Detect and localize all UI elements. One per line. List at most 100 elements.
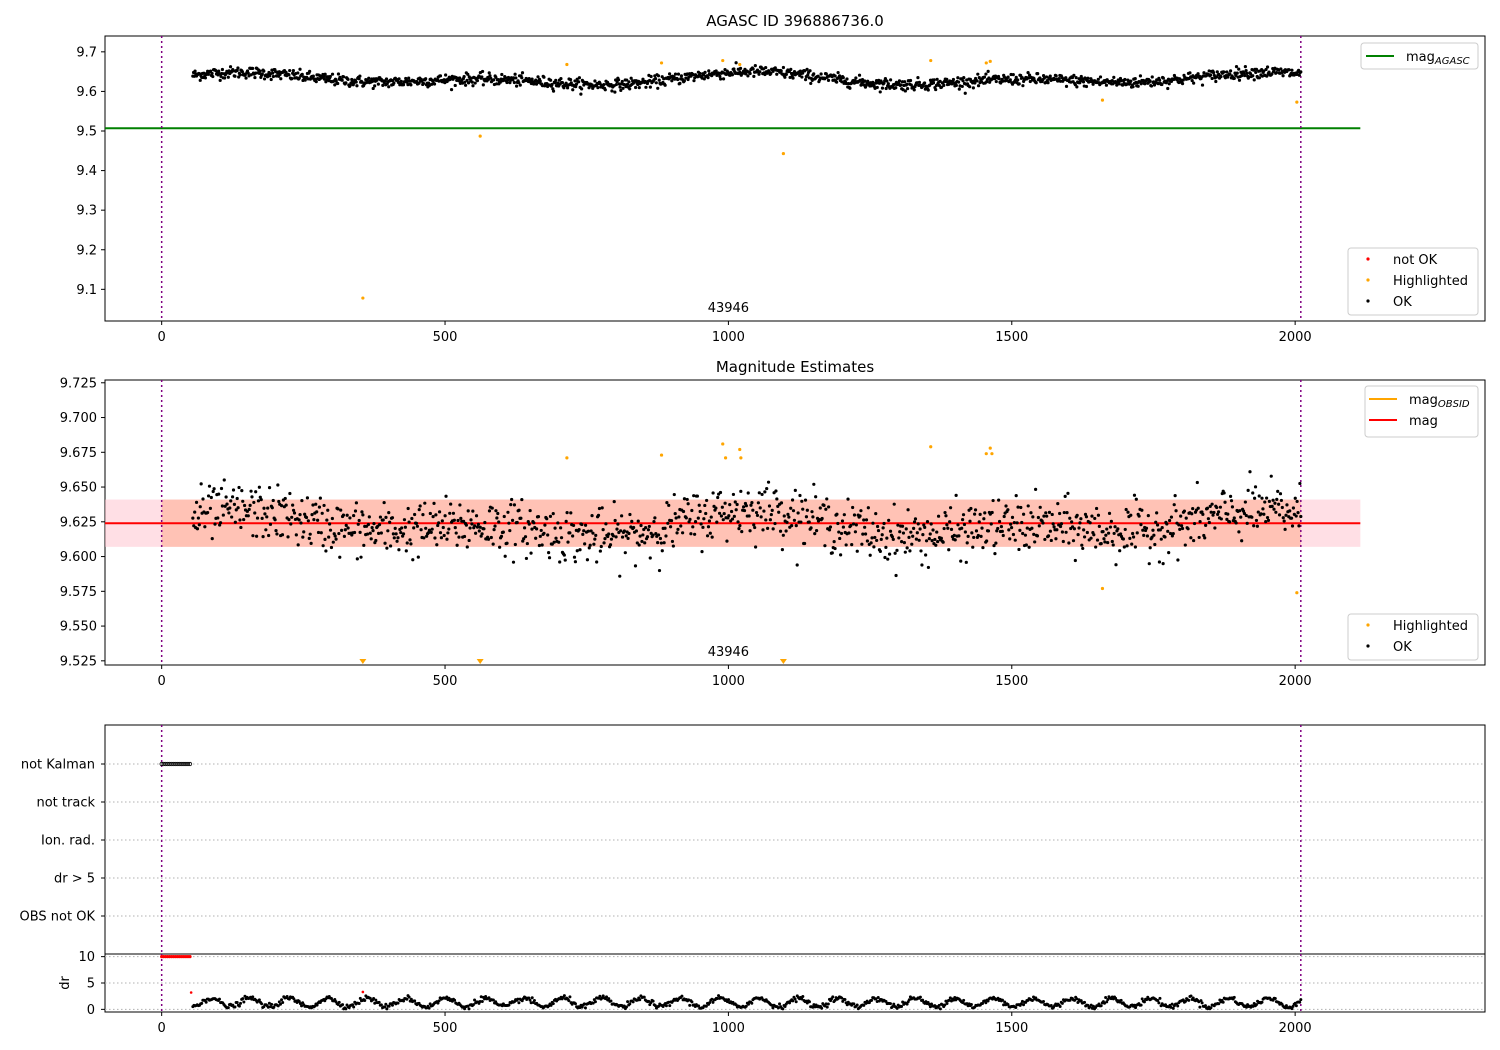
ok-point — [1096, 513, 1101, 517]
ok-point — [217, 69, 221, 73]
ok-point — [338, 555, 342, 559]
ok-point — [1290, 524, 1295, 528]
ok-point — [763, 490, 767, 494]
ok-point — [1196, 506, 1200, 510]
ok-point — [732, 514, 736, 518]
ok-point — [337, 1000, 341, 1004]
ok-point — [247, 507, 251, 511]
ok-point — [874, 997, 878, 1001]
ok-point — [370, 525, 374, 530]
ok-point — [1058, 511, 1062, 516]
ok-point — [1012, 520, 1016, 525]
ok-point — [637, 86, 641, 90]
ok-point — [233, 1005, 237, 1009]
ok-point — [1140, 997, 1144, 1001]
ok-point — [1065, 511, 1069, 515]
ok-point — [1297, 524, 1301, 528]
ok-point — [887, 518, 891, 522]
ok-point — [511, 560, 516, 564]
ok-point — [422, 536, 426, 540]
ok-point — [251, 66, 255, 71]
ok-point — [495, 516, 499, 520]
ok-point — [1037, 524, 1041, 528]
ok-point — [1245, 71, 1249, 76]
flagged-point — [163, 761, 168, 767]
ok-point — [948, 996, 952, 1000]
ok-point — [1142, 533, 1146, 537]
ok-point — [566, 540, 570, 544]
ok-point — [568, 531, 572, 535]
ok-point — [862, 518, 866, 522]
obsid-annotation: 43946 — [708, 645, 749, 660]
ok-point — [1244, 513, 1248, 518]
ok-point — [698, 71, 702, 76]
ok-point — [874, 512, 878, 516]
highlighted-point — [1100, 98, 1105, 102]
ok-point — [229, 499, 233, 503]
ok-point — [1298, 481, 1302, 486]
ok-point — [653, 76, 658, 81]
flagged-point — [187, 761, 193, 767]
ok-point — [549, 1003, 553, 1007]
ok-point — [827, 505, 831, 509]
ok-point — [1015, 521, 1019, 525]
ok-point — [530, 77, 534, 81]
ok-point — [253, 75, 257, 80]
ok-point — [620, 535, 625, 539]
ok-point — [206, 72, 210, 76]
ok-point — [913, 517, 918, 521]
ok-point — [590, 514, 594, 518]
ok-point — [250, 997, 254, 1001]
ok-point — [703, 503, 707, 508]
ok-point — [902, 540, 906, 545]
ok-point — [947, 548, 951, 552]
ok-point — [971, 545, 975, 549]
ok-point — [699, 522, 703, 526]
ok-point — [482, 527, 486, 531]
ok-point — [1198, 519, 1202, 524]
ok-point — [1206, 517, 1211, 521]
x-tick-label: 0 — [158, 1021, 166, 1036]
ok-point — [466, 81, 471, 85]
ok-point — [963, 91, 967, 95]
ok-point — [632, 525, 636, 530]
ok-point — [279, 77, 283, 81]
ok-point — [664, 534, 668, 538]
ok-point — [1266, 518, 1271, 522]
ok-point — [749, 503, 753, 507]
ok-point — [790, 498, 795, 502]
ok-point — [740, 530, 744, 534]
ok-point — [737, 527, 741, 531]
ok-point — [328, 522, 332, 526]
ok-point — [1063, 494, 1067, 499]
ok-point — [299, 521, 303, 525]
ok-point — [652, 519, 656, 524]
ok-point — [736, 520, 740, 524]
ok-point — [1131, 85, 1135, 89]
ok-point — [682, 497, 687, 501]
ok-point — [381, 518, 385, 522]
ok-point — [383, 541, 387, 545]
ok-point — [1146, 514, 1150, 518]
ok-point — [423, 501, 427, 505]
ok-point — [1139, 523, 1143, 527]
ok-point — [306, 519, 310, 523]
ok-point — [596, 513, 601, 517]
ok-point — [329, 997, 333, 1001]
ok-point — [945, 523, 949, 527]
ok-point — [1029, 511, 1033, 515]
ok-point — [403, 525, 407, 529]
ok-point — [994, 79, 998, 84]
ok-point — [1242, 511, 1247, 516]
ok-point — [573, 79, 577, 83]
ok-point — [534, 536, 538, 540]
legend-agasc-bottom — [1347, 247, 1479, 316]
ok-point — [564, 519, 568, 523]
ok-point — [952, 533, 956, 537]
ok-point — [520, 71, 525, 75]
ok-point — [1032, 76, 1036, 81]
ok-point — [785, 520, 789, 524]
ok-point — [681, 531, 685, 535]
ok-point — [890, 535, 894, 539]
ok-point — [648, 78, 652, 83]
